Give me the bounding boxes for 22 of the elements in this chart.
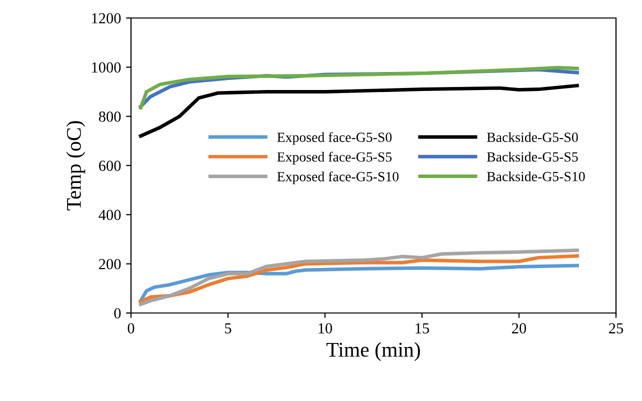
line-series — [138, 264, 579, 302]
x-tick-label: 0 — [128, 323, 134, 334]
y-tick-label: 1000 — [92, 62, 121, 73]
x-tick-label: 25 — [609, 323, 624, 334]
y-tick-label: 400 — [98, 210, 121, 220]
legend-label: Backside-G5-S10 — [486, 171, 585, 182]
y-tick-label: 1200 — [92, 13, 121, 24]
y-tick-label: 600 — [99, 160, 121, 171]
x-tick-label: 20 — [512, 323, 526, 334]
y-tick-label: 0 — [114, 308, 121, 318]
x-axis-title: Time (min) — [326, 342, 420, 362]
legend-label: Exposed face-G5-S5 — [277, 152, 392, 164]
y-tick-label: 200 — [99, 258, 121, 270]
legend-label: Backside-G5-S0 — [486, 132, 578, 142]
y-tick-label: 800 — [98, 111, 121, 122]
x-tick-label: 15 — [416, 323, 430, 334]
x-tick-label: 10 — [318, 323, 332, 334]
legend-label: Exposed face-G5-S10 — [277, 171, 399, 184]
x-tick-label: 5 — [225, 323, 232, 334]
legend-label: Exposed face-G5-S0 — [277, 132, 392, 145]
legend-label: Backside-G5-S5 — [486, 152, 578, 162]
y-axis-title: Temp (oC) — [66, 121, 86, 210]
